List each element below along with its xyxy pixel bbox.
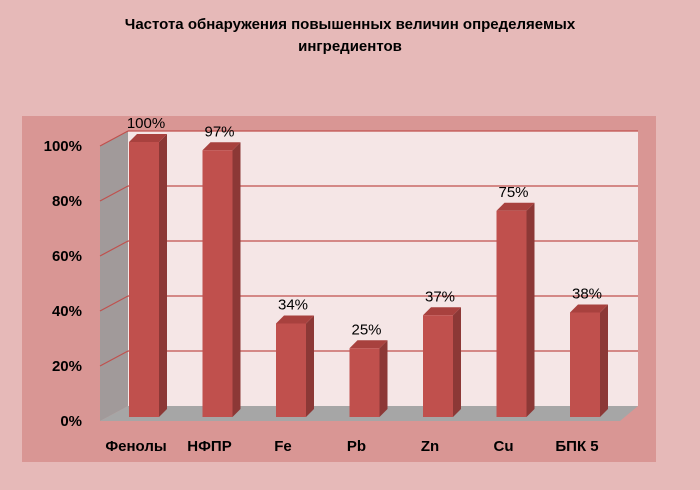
x-tick-label: Pb [347, 438, 366, 455]
chart-title: Частота обнаружения повышенных величин о… [124, 16, 576, 55]
y-tick-label: 100% [44, 138, 82, 155]
bar-top [276, 315, 314, 324]
x-tick-label: Фенолы [105, 438, 166, 455]
x-tick-label: НФПР [187, 438, 231, 455]
y-tick-label: 0% [60, 413, 82, 430]
bar-front [276, 323, 306, 417]
x-tick-label: БПК 5 [555, 438, 598, 455]
bar-front [423, 315, 453, 417]
bar-top [349, 340, 388, 349]
y-tick-label: 60% [52, 248, 82, 265]
data-labels: 100% 97% 34% 25% 37% 75% 38% [127, 115, 602, 338]
gridline-side [99, 240, 129, 257]
bar-front [129, 142, 159, 417]
data-label: 75% [498, 184, 528, 201]
bar-side [159, 134, 167, 417]
bar-side [453, 307, 461, 417]
bars [129, 134, 608, 417]
bar-side [232, 142, 241, 417]
bar-side [379, 340, 388, 417]
bar-side [306, 315, 314, 417]
y-axis-tick-labels: 0% 20% 40% 60% 80% 100% [44, 138, 82, 430]
bar-top [570, 304, 608, 313]
bar-front [349, 348, 380, 417]
side-wall [100, 131, 128, 421]
data-label: 25% [351, 321, 381, 338]
x-tick-label: Zn [421, 438, 439, 455]
data-label: 97% [204, 123, 234, 140]
gridline-side [99, 350, 129, 367]
bar [349, 340, 388, 417]
data-label: 34% [278, 297, 308, 314]
bar-top [129, 134, 167, 142]
bar-top [423, 307, 461, 316]
gridline-side [99, 185, 129, 202]
data-label: 100% [127, 115, 165, 132]
bar-side [600, 304, 608, 417]
x-tick-label: Cu [494, 438, 514, 455]
data-label: 37% [425, 288, 455, 305]
bar [570, 304, 608, 417]
y-tick-label: 80% [52, 193, 82, 210]
x-axis-tick-labels: Фенолы НФПР Fe Pb Zn Cu БПК 5 [105, 438, 598, 455]
gridline-side [99, 295, 129, 312]
y-tick-label: 40% [52, 303, 82, 320]
bar-front [496, 210, 527, 417]
bar [496, 202, 535, 417]
bar-top [202, 142, 241, 151]
bar [129, 134, 167, 417]
bar-top [496, 202, 535, 211]
bar [202, 142, 241, 417]
bar [423, 307, 461, 417]
y-tick-label: 20% [52, 358, 82, 375]
x-tick-label: Fe [274, 438, 292, 455]
bar-front [570, 312, 600, 417]
gridline-side [99, 130, 129, 147]
bar [276, 315, 314, 417]
bar-front [202, 150, 233, 417]
data-label: 38% [572, 286, 602, 303]
bar-side [526, 202, 535, 417]
